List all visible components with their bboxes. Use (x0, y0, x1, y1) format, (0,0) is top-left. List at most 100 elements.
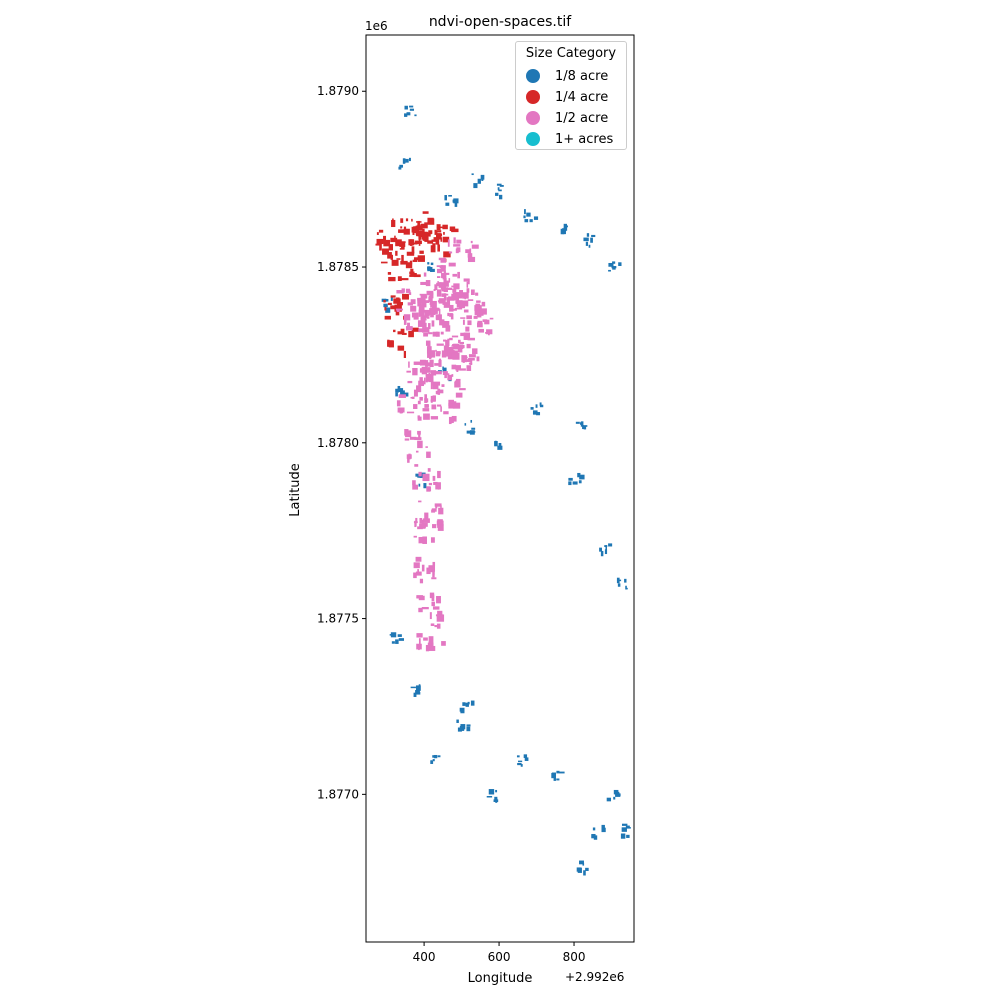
patch-pixel (438, 257, 446, 261)
patch-pixel (447, 239, 450, 247)
patch-pixel (435, 314, 439, 320)
patch-pixel (384, 315, 391, 320)
patch-pixel (417, 569, 419, 574)
patch-pixel (415, 556, 422, 562)
patch-pixel (402, 293, 409, 300)
legend-marker-1-plus-acres (526, 132, 540, 146)
patch-pixel (390, 305, 395, 310)
patch-1-8-acre (471, 173, 485, 189)
patch-pixel (459, 388, 466, 391)
patch-pixel (568, 477, 573, 481)
patch-pixel (453, 237, 456, 244)
patch-1-8-acre (616, 577, 628, 590)
patch-pixel (447, 374, 453, 381)
patch-pixel (416, 230, 424, 237)
patch-pixel (436, 596, 441, 604)
patch-pixel (467, 337, 475, 341)
patch-pixel (427, 240, 434, 244)
patch-pixel (453, 198, 459, 204)
y-axis: 1.8770 1.8775 1.8780 1.8785 1.8790 (317, 84, 366, 801)
patch-1-4-acre (387, 254, 421, 282)
patch-pixel (471, 244, 479, 249)
patch-pixel (466, 359, 473, 362)
patch-pixel (454, 380, 461, 385)
patch-pixel (413, 692, 417, 697)
patch-pixel (412, 480, 416, 486)
patch-1-8-acre (606, 789, 621, 802)
patch-1-8-acre (404, 105, 417, 117)
patch-pixel (397, 634, 402, 637)
patch-pixel (413, 312, 419, 320)
patch-pixel (577, 867, 582, 873)
patch-pixel (407, 322, 410, 329)
patch-pixel (425, 644, 430, 652)
patch-pixel (428, 377, 434, 383)
patch-pixel (449, 226, 456, 232)
legend-marker-1-2-acre (526, 111, 540, 125)
patch-1-2-acre (436, 257, 470, 287)
patch-pixel (448, 403, 455, 409)
patch-pixel (376, 238, 384, 245)
patch-1-4-acre (380, 235, 415, 269)
patch-pixel (425, 340, 431, 346)
patch-pixel (391, 641, 395, 644)
patch-pixel (397, 388, 404, 393)
patch-pixel (461, 355, 467, 363)
patch-pixel (621, 823, 628, 826)
patch-pixel (428, 323, 431, 330)
patch-1-8-acre (599, 543, 613, 557)
patch-pixel (422, 473, 430, 482)
patch-pixel (395, 639, 399, 644)
patch-pixel (524, 757, 529, 761)
patch-pixel (517, 760, 523, 763)
patch-pixel (444, 374, 447, 379)
patch-pixel (421, 367, 425, 373)
patch-1-8-acre (551, 770, 565, 781)
patch-pixel (411, 327, 419, 332)
patch-pixel (419, 517, 423, 524)
patch-pixel (601, 827, 606, 833)
patch-pixel (419, 250, 424, 254)
patch-1-2-acre (413, 556, 437, 584)
patch-pixel (452, 273, 458, 277)
patch-pixel (408, 331, 414, 338)
patch-pixel (466, 726, 471, 732)
patch-pixel (444, 370, 447, 375)
patch-pixel (435, 482, 441, 490)
patch-pixel (421, 564, 425, 572)
patch-pixel (414, 522, 417, 528)
patch-pixel (439, 358, 442, 365)
patch-pixel (403, 158, 406, 164)
patch-pixel (441, 641, 446, 646)
patch-pixel (427, 218, 435, 225)
patch-pixel (434, 363, 441, 366)
patch-pixel (395, 392, 398, 397)
patch-pixel (523, 754, 528, 758)
patch-pixel (455, 378, 461, 382)
patch-pixel (466, 281, 469, 288)
patch-pixel (424, 222, 431, 224)
patch-pixel (419, 396, 423, 401)
patch-1-2-acre (413, 517, 443, 544)
patch-pixel (400, 260, 408, 265)
patch-pixel (401, 332, 407, 335)
patch-pixel (391, 219, 396, 228)
patch-pixel (413, 562, 420, 569)
patch-pixel (456, 239, 462, 244)
patch-pixel (408, 239, 415, 246)
patch-pixel (591, 234, 596, 238)
patch-pixel (489, 317, 494, 320)
patch-pixel (395, 239, 402, 247)
patch-pixel (568, 481, 572, 486)
legend-item-1-4-acre: 1/4 acre (526, 88, 608, 106)
patch-pixel (448, 416, 452, 425)
patch-1-8-acre (516, 754, 529, 767)
patch-pixel (463, 309, 469, 313)
patch-pixel (379, 242, 384, 244)
patch-pixel (406, 370, 411, 373)
patch-pixel (441, 293, 446, 297)
patch-1-4-acre (427, 218, 459, 247)
patch-pixel (426, 451, 431, 458)
patch-pixel (425, 362, 432, 367)
